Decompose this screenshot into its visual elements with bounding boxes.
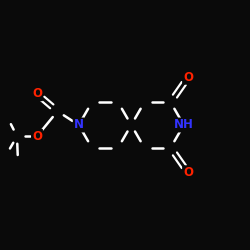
Text: N: N xyxy=(74,118,84,132)
Text: O: O xyxy=(32,87,42,100)
Text: O: O xyxy=(183,71,193,84)
Text: O: O xyxy=(32,130,42,143)
Text: O: O xyxy=(183,166,193,179)
Text: NH: NH xyxy=(174,118,194,132)
